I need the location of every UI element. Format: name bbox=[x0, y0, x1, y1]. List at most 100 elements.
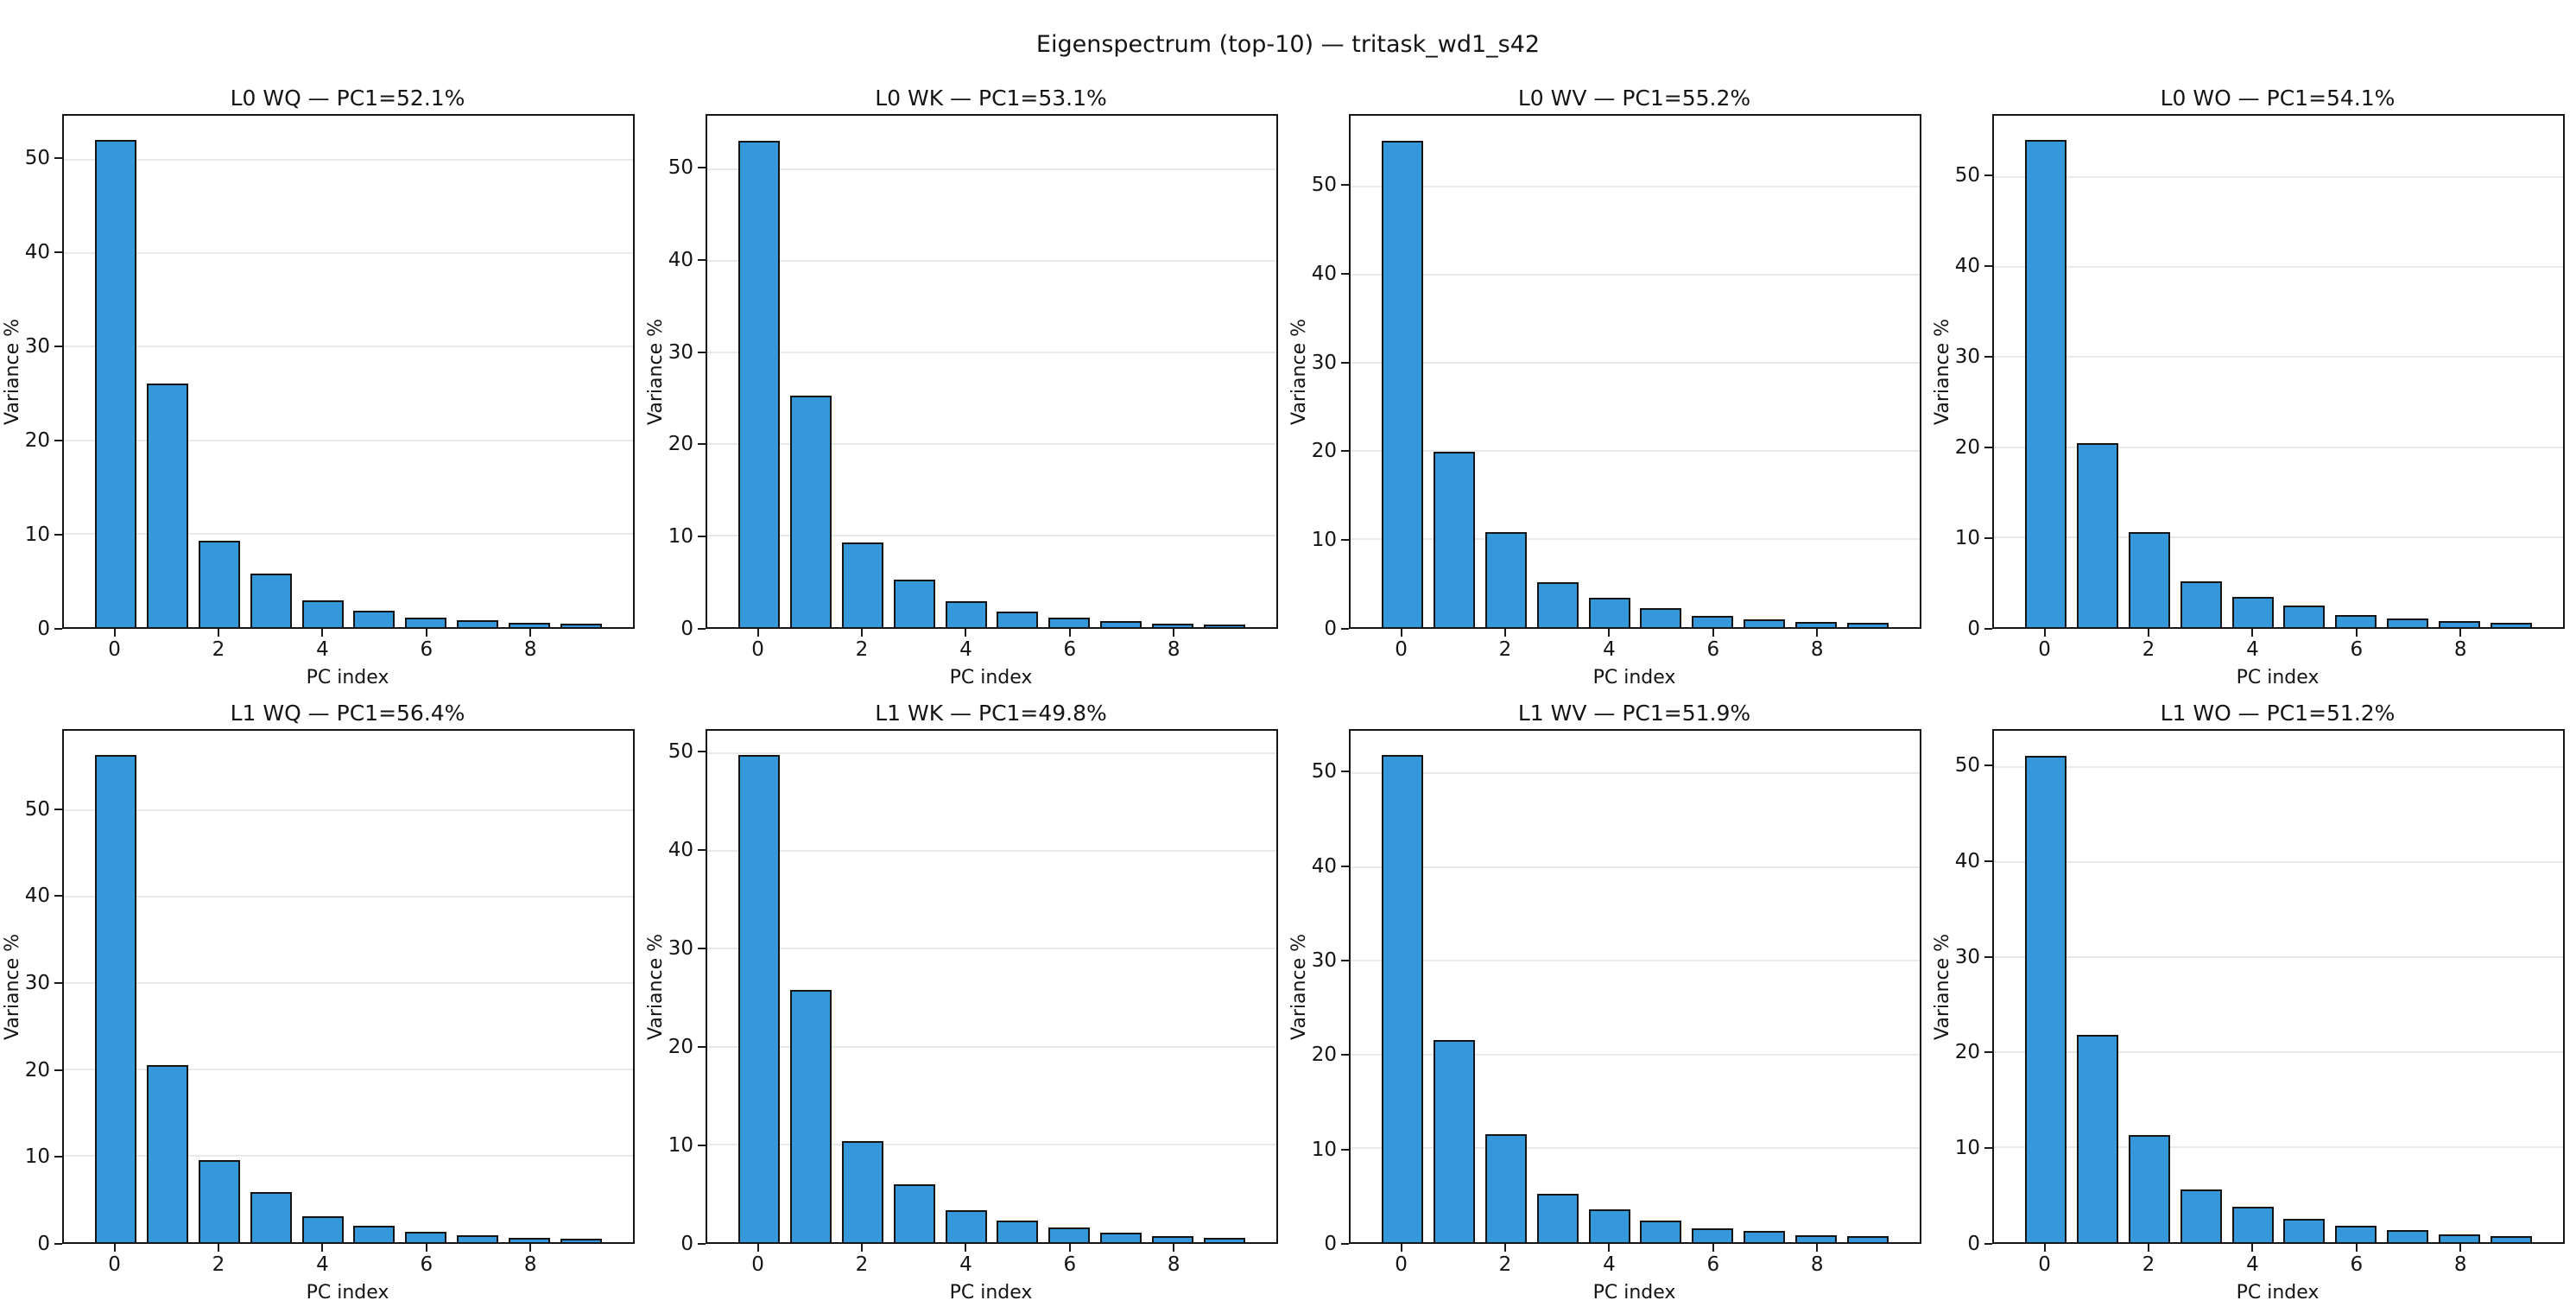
bar-pc4 bbox=[301, 1216, 344, 1242]
gridline bbox=[1351, 1147, 1920, 1150]
bar-pc0 bbox=[738, 755, 781, 1242]
x-tick-label: 6 bbox=[420, 1253, 434, 1276]
bar-pc8 bbox=[508, 1238, 550, 1242]
x-tick-label: 8 bbox=[1810, 1253, 1824, 1276]
x-tick-label: 0 bbox=[108, 638, 121, 661]
gridline bbox=[1351, 273, 1920, 276]
x-tick-label: 4 bbox=[2246, 1253, 2259, 1276]
subplot-title: L0 WV — PC1=55.2% bbox=[1517, 86, 1751, 111]
bar-pc1 bbox=[147, 1065, 188, 1242]
y-tick-label: 0 bbox=[1324, 1233, 1337, 1255]
x-tick-label: 8 bbox=[1167, 1253, 1180, 1276]
x-axis-label: PC index bbox=[1592, 666, 1676, 688]
y-tick-label: 40 bbox=[1311, 262, 1337, 285]
gridline bbox=[64, 1155, 633, 1158]
y-tick-mark bbox=[1984, 955, 1992, 958]
gridline bbox=[1351, 449, 1920, 452]
x-tick-mark bbox=[2251, 629, 2254, 637]
bar-pc9 bbox=[1846, 623, 1889, 627]
y-tick-label: 10 bbox=[1954, 527, 1980, 550]
gridline bbox=[64, 158, 633, 161]
y-tick-mark bbox=[698, 536, 706, 538]
subplot-title: L0 WO — PC1=54.1% bbox=[2160, 86, 2396, 111]
gridline bbox=[1994, 356, 2563, 358]
bar-pc8 bbox=[2438, 620, 2480, 627]
bar-pc6 bbox=[2335, 1226, 2377, 1242]
y-tick-label: 30 bbox=[24, 971, 50, 994]
gridline bbox=[707, 351, 1276, 353]
y-tick-mark bbox=[1341, 865, 1349, 867]
x-tick-label: 8 bbox=[1167, 638, 1180, 661]
gridline bbox=[1994, 1145, 2563, 1148]
y-tick-mark bbox=[1984, 1147, 1992, 1150]
x-axis: 0 2 4 6 8 bbox=[706, 629, 1278, 663]
y-tick-mark bbox=[1341, 1054, 1349, 1056]
y-tick-label: 0 bbox=[680, 1233, 693, 1255]
plot-area bbox=[706, 729, 1278, 1244]
x-tick-mark bbox=[1816, 629, 1819, 637]
y-tick-label: 10 bbox=[1954, 1137, 1980, 1160]
gridline bbox=[64, 809, 633, 811]
y-axis: 0 10 20 30 40 50 bbox=[1954, 114, 1992, 640]
subplot-l1-wo: L1 WO — PC1=51.2% Variance % 0 10 20 30 40 50… bbox=[1930, 698, 2573, 1306]
bar-pc2 bbox=[198, 1160, 240, 1242]
y-tick-mark bbox=[1984, 174, 1992, 177]
x-tick-mark bbox=[1503, 629, 1506, 637]
y-tick-label: 30 bbox=[668, 937, 693, 961]
bar-pc8 bbox=[508, 623, 550, 627]
gridline bbox=[1351, 960, 1920, 962]
subplot-row-l0: L0 WQ — PC1=52.1% Variance % 0 10 20 30 40 50… bbox=[0, 83, 2576, 698]
x-tick-mark bbox=[1173, 1244, 1175, 1252]
plot-area bbox=[62, 114, 635, 629]
y-tick-label: 20 bbox=[24, 429, 50, 453]
x-axis: 0 2 4 6 8 bbox=[706, 1244, 1278, 1278]
gridline bbox=[1351, 537, 1920, 540]
x-tick-label: 8 bbox=[2453, 638, 2467, 661]
y-axis-label: Variance % bbox=[1931, 933, 1953, 1040]
subplot-l1-wv: L1 WV — PC1=51.9% Variance % 0 10 20 30 40 50… bbox=[1287, 698, 1930, 1306]
y-tick-mark bbox=[54, 157, 62, 160]
bar-pc2 bbox=[841, 542, 883, 627]
x-tick-mark bbox=[965, 1244, 967, 1252]
y-tick-mark bbox=[698, 1046, 706, 1049]
bar-pc2 bbox=[1484, 1134, 1527, 1242]
bar-pc8 bbox=[2438, 1234, 2480, 1242]
y-tick-label: 50 bbox=[668, 740, 693, 764]
figure-suptitle: Eigenspectrum (top-10) — tritask_wd1_s42 bbox=[1035, 30, 1541, 58]
bar-pc9 bbox=[2490, 622, 2532, 627]
bar-pc5 bbox=[997, 1221, 1039, 1242]
plot-area bbox=[62, 729, 635, 1244]
y-tick-mark bbox=[1341, 1243, 1349, 1245]
y-tick-mark bbox=[54, 534, 62, 536]
y-tick-label: 30 bbox=[1954, 346, 1980, 369]
y-tick-label: 50 bbox=[1954, 164, 1980, 187]
x-tick-mark bbox=[2251, 1244, 2254, 1252]
y-tick-label: 40 bbox=[668, 839, 693, 862]
y-tick-mark bbox=[1984, 1243, 1992, 1245]
y-tick-mark bbox=[698, 849, 706, 852]
y-tick-label: 20 bbox=[668, 433, 693, 456]
bar-pc4 bbox=[2231, 596, 2274, 627]
bar-pc5 bbox=[1640, 607, 1682, 627]
y-tick-mark bbox=[1341, 450, 1349, 453]
x-tick-label: 2 bbox=[855, 638, 869, 661]
x-tick-label: 2 bbox=[1498, 638, 1512, 661]
subplot-title: L1 WK — PC1=49.8% bbox=[875, 701, 1107, 726]
x-tick-label: 2 bbox=[212, 638, 225, 661]
bar-pc5 bbox=[2283, 606, 2326, 627]
y-axis: 0 10 20 30 40 50 bbox=[1311, 729, 1349, 1255]
bar-pc0 bbox=[1382, 140, 1424, 627]
y-tick-label: 50 bbox=[24, 797, 50, 821]
bar-pc1 bbox=[2077, 443, 2118, 627]
y-tick-label: 10 bbox=[1311, 529, 1337, 552]
x-tick-mark bbox=[1608, 1244, 1611, 1252]
gridline bbox=[64, 1069, 633, 1071]
gridline bbox=[707, 1045, 1276, 1048]
x-tick-mark bbox=[860, 629, 863, 637]
x-tick-label: 6 bbox=[1706, 638, 1720, 661]
y-tick-mark bbox=[1984, 628, 1992, 630]
y-tick-label: 40 bbox=[24, 241, 50, 264]
x-tick-label: 4 bbox=[316, 638, 329, 661]
y-tick-mark bbox=[54, 1156, 62, 1158]
